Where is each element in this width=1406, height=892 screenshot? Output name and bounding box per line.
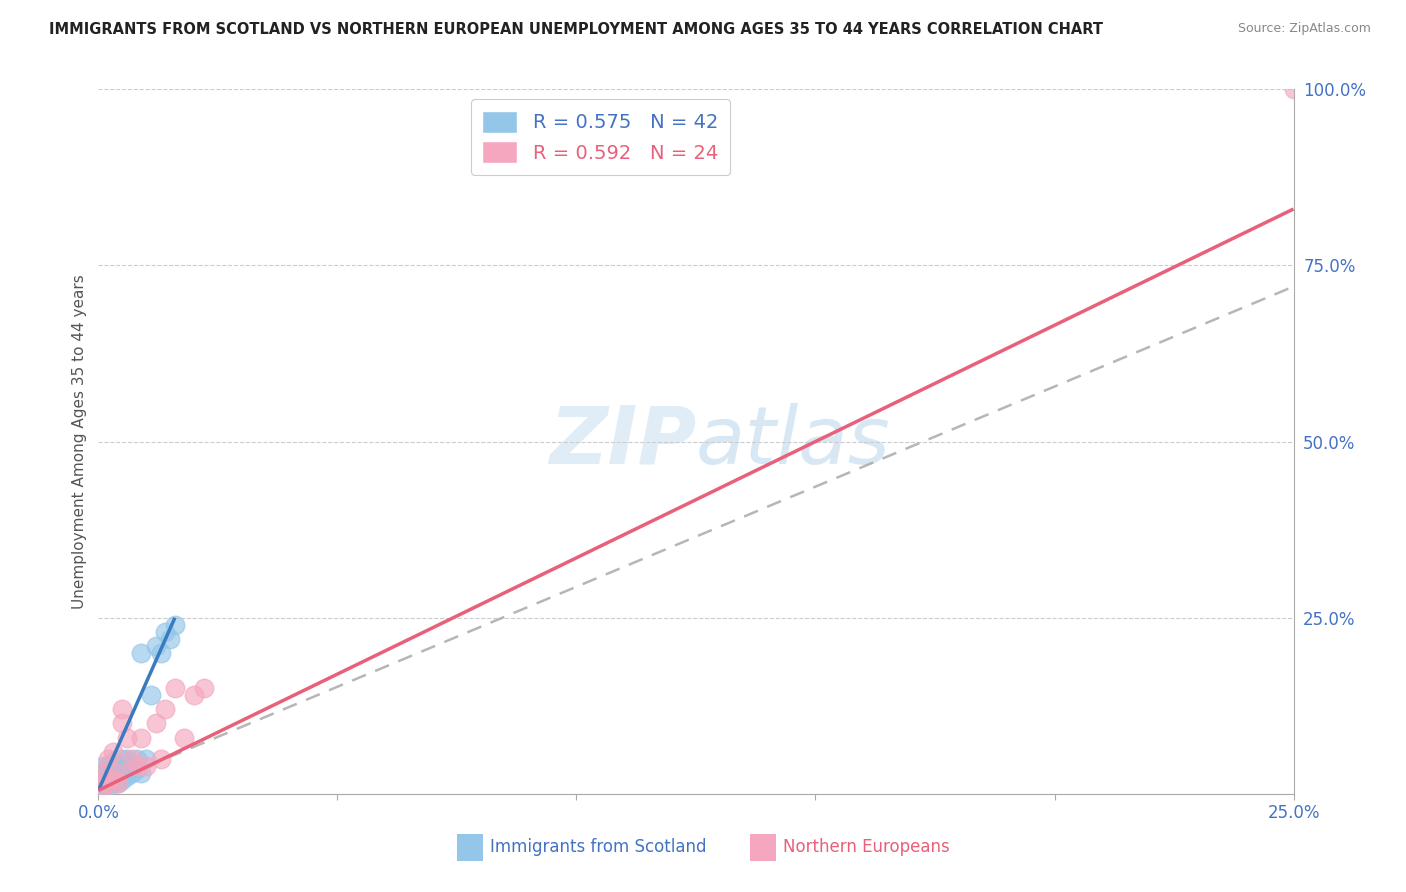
Point [111,751,134,765]
Text: Source: ZipAtlas.com: Source: ZipAtlas.com [1237,22,1371,36]
Point [87,776,110,790]
Point [97,751,120,765]
Point [193,681,215,696]
Point [125,751,148,765]
Point [163,617,186,632]
Point [107,772,129,787]
Point [91,780,114,794]
Point [159,632,181,646]
Point [183,688,205,702]
Point [101,755,124,769]
Point [131,646,153,660]
Point [145,639,167,653]
Point [101,772,124,787]
Text: IMMIGRANTS FROM SCOTLAND VS NORTHERN EUROPEAN UNEMPLOYMENT AMONG AGES 35 TO 44 Y: IMMIGRANTS FROM SCOTLAND VS NORTHERN EUR… [49,22,1104,37]
Point [91,780,114,794]
Point [135,758,157,772]
Point [155,702,177,716]
Point [125,758,148,772]
Point [97,758,120,772]
Text: Immigrants from Scotland: Immigrants from Scotland [491,838,707,855]
Text: Northern Europeans: Northern Europeans [783,838,950,855]
Point [145,716,167,731]
Point [101,745,124,759]
Point [107,765,129,780]
Point [107,776,129,790]
Point [101,776,124,790]
Point [135,751,157,765]
Point [101,765,124,780]
Point [121,751,143,765]
Point [91,758,114,772]
Point [131,765,153,780]
Point [121,758,143,772]
Point [115,731,138,745]
Point [131,731,153,745]
Bar [749,834,776,861]
Point [97,780,120,794]
Point [97,776,120,790]
Point [111,772,134,787]
Legend: R = 0.575   N = 42, R = 0.592   N = 24: R = 0.575 N = 42, R = 0.592 N = 24 [471,99,730,175]
Point [91,776,114,790]
Point [173,731,195,745]
Point [87,780,110,794]
Point [121,765,143,780]
Point [155,624,177,639]
Point [115,765,138,780]
Point [107,776,129,790]
Point [163,681,186,696]
Point [91,765,114,780]
Point [91,765,114,780]
Bar [457,834,484,861]
Point [87,769,110,783]
Point [91,772,114,787]
Point [101,762,124,776]
Point [111,702,134,716]
Point [125,762,148,776]
Point [107,765,129,780]
Point [115,769,138,783]
Y-axis label: Unemployment Among Ages 35 to 44 years: Unemployment Among Ages 35 to 44 years [72,274,87,609]
Point [91,769,114,783]
Point [115,751,138,765]
Text: atlas: atlas [696,402,891,481]
Point [149,646,172,660]
Point [111,765,134,780]
Point [97,776,120,790]
Text: ZIP: ZIP [548,402,696,481]
Point [97,772,120,787]
Point [139,688,162,702]
Point [101,772,124,787]
Point [1282,82,1305,96]
Point [97,769,120,783]
Point [149,751,172,765]
Point [87,772,110,787]
Point [107,758,129,772]
Point [111,716,134,731]
